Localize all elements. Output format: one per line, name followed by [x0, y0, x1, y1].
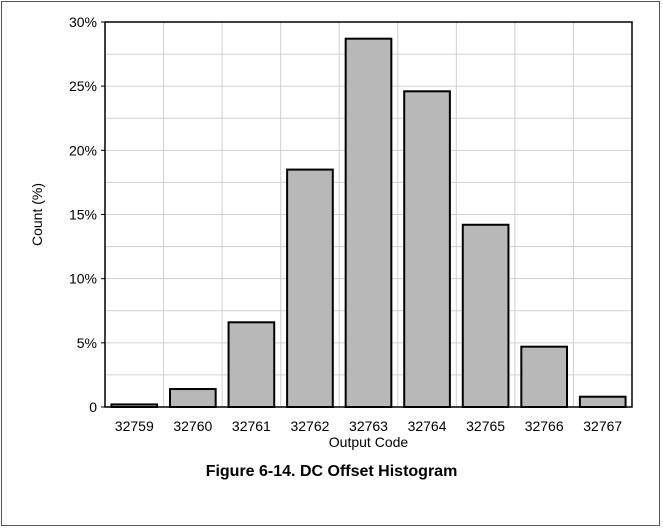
- x-tick-label: 32767: [583, 418, 622, 434]
- y-tick-label: 0: [89, 399, 97, 415]
- x-tick-label: 32759: [115, 418, 154, 434]
- y-axis-label: Count (%): [29, 183, 45, 246]
- x-tick-label: 32761: [232, 418, 271, 434]
- y-tick-label: 20%: [69, 142, 97, 158]
- y-tick-label: 10%: [69, 271, 97, 287]
- bar-32765: [461, 223, 510, 408]
- bar-32766: [520, 345, 569, 408]
- bar-layer: [110, 37, 627, 409]
- figure-caption: Figure 6-14. DC Offset Histogram: [205, 463, 458, 480]
- x-tick-label: 32764: [408, 418, 447, 434]
- bar-32761: [227, 321, 276, 408]
- x-tick-label: 32762: [290, 418, 329, 434]
- dc-offset-histogram-chart: 05%10%15%20%25%30% 32759 32760 32761 32762 3…: [29, 14, 633, 450]
- y-tick-label: 30%: [69, 14, 97, 30]
- bar-32760: [168, 388, 217, 408]
- y-tick-labels: 0 5% 10% 15% 20% 25% 30%: [69, 14, 105, 415]
- bar-32767: [578, 395, 627, 409]
- x-tick-label: 32766: [525, 418, 564, 434]
- bar-32762: [286, 168, 334, 408]
- bar-32763: [344, 37, 393, 409]
- x-axis-label: Output Code: [329, 434, 409, 450]
- y-tick-label: 5%: [77, 335, 97, 351]
- bar-32764: [403, 90, 451, 409]
- x-tick-label: 32760: [173, 418, 212, 434]
- x-tick-label: 32765: [466, 418, 505, 434]
- x-tick-labels: 32759 32760 32761 32762 32763 32764 32765 32766…: [115, 418, 623, 434]
- x-tick-label: 32763: [349, 418, 388, 434]
- y-tick-label: 15%: [69, 207, 97, 223]
- y-tick-label: 25%: [69, 78, 97, 94]
